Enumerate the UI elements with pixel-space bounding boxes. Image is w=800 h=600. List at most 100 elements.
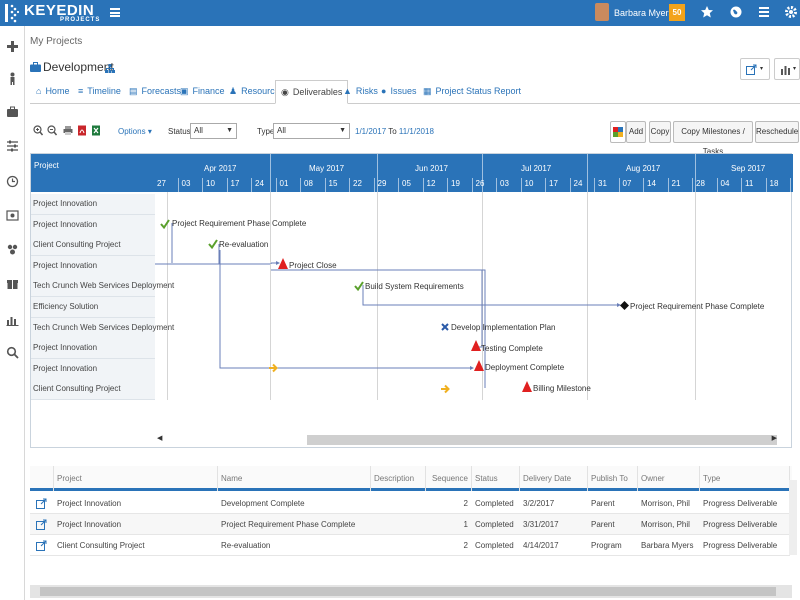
gantt-row-project[interactable]: Tech Crunch Web Services Deployment bbox=[31, 317, 174, 339]
briefcase-icon[interactable] bbox=[6, 105, 19, 118]
notification-badge[interactable]: 50 bbox=[669, 4, 685, 21]
group-icon[interactable] bbox=[6, 243, 19, 256]
week-divider bbox=[692, 178, 693, 192]
clock-icon[interactable] bbox=[6, 175, 19, 188]
globe-icon[interactable] bbox=[729, 5, 743, 19]
status-label: Status bbox=[168, 127, 191, 136]
external-link-icon[interactable] bbox=[36, 498, 47, 509]
menu-toggle-icon[interactable] bbox=[110, 8, 120, 17]
column-header[interactable]: Status bbox=[472, 466, 520, 491]
warning-triangle-icon[interactable] bbox=[474, 360, 484, 371]
date-from-link[interactable]: 1/1/2017 bbox=[355, 127, 387, 136]
gantt-row-project[interactable]: Project Innovation bbox=[31, 194, 155, 215]
color-legend-button[interactable] bbox=[610, 121, 626, 143]
check-icon[interactable] bbox=[354, 281, 364, 291]
warning-triangle-icon[interactable] bbox=[522, 381, 532, 392]
avatar[interactable] bbox=[595, 3, 609, 21]
external-link-icon[interactable] bbox=[36, 540, 47, 551]
tab-risks[interactable]: ▲ Risks bbox=[343, 80, 378, 104]
reports-button[interactable]: ▾ bbox=[774, 58, 800, 80]
star-icon[interactable] bbox=[700, 5, 714, 19]
gantt-row-project[interactable]: Project Innovation bbox=[31, 214, 155, 236]
check-icon[interactable] bbox=[208, 239, 218, 249]
options-dropdown[interactable]: Options ▾ bbox=[118, 127, 152, 136]
date-to-link[interactable]: 11/1/2018 bbox=[398, 127, 434, 136]
month-divider bbox=[695, 154, 696, 192]
tab-deliverables[interactable]: ◉ Deliverables bbox=[275, 80, 349, 104]
gantt-row-project[interactable]: Client Consulting Project bbox=[31, 379, 155, 401]
column-header[interactable]: Project bbox=[54, 466, 218, 491]
column-header[interactable]: Sequence bbox=[426, 466, 472, 491]
logo[interactable]: KEYEDIN PROJECTS bbox=[4, 2, 104, 24]
gantt-horizontal-scrollbar[interactable]: ◀ ▶ bbox=[155, 432, 777, 446]
gantt-row-project[interactable]: Tech Crunch Web Services Deployment bbox=[31, 276, 174, 298]
search-icon[interactable] bbox=[6, 346, 19, 359]
column-header[interactable]: Owner bbox=[638, 466, 700, 491]
gear-icon[interactable] bbox=[784, 5, 798, 19]
zoom-out-icon[interactable] bbox=[47, 125, 57, 136]
reschedule-button[interactable]: Reschedule bbox=[755, 121, 799, 143]
check-icon[interactable] bbox=[160, 219, 170, 229]
gantt-row-project[interactable]: Client Consulting Project bbox=[31, 235, 155, 257]
export-button[interactable]: ▾ bbox=[740, 58, 770, 80]
gantt-row-project[interactable]: Project Innovation bbox=[31, 255, 155, 277]
tab-finance[interactable]: ▣ Finance bbox=[180, 80, 225, 104]
scrollbar-thumb[interactable] bbox=[40, 587, 776, 596]
column-header[interactable]: Delivery Date bbox=[520, 466, 588, 491]
plus-icon[interactable] bbox=[6, 40, 19, 53]
page-horizontal-scrollbar[interactable] bbox=[30, 585, 792, 598]
hierarchy-icon[interactable] bbox=[105, 64, 115, 73]
scroll-left-icon[interactable]: ◀ bbox=[157, 435, 163, 442]
table-vertical-scrollbar[interactable] bbox=[789, 480, 797, 555]
column-header[interactable]: Description bbox=[371, 466, 426, 491]
x-mark-icon[interactable] bbox=[441, 323, 449, 331]
gantt-row-project[interactable]: Efficiency Solution bbox=[31, 297, 155, 318]
top-bar: KEYEDIN PROJECTS Barbara Myers 50 bbox=[0, 0, 800, 26]
cell-sequence: 1 bbox=[463, 520, 468, 529]
milestone-label: Project Requirement Phase Complete bbox=[630, 302, 765, 311]
warning-triangle-icon[interactable] bbox=[278, 258, 288, 269]
arrow-right-icon[interactable] bbox=[440, 384, 450, 394]
scrollbar-thumb[interactable] bbox=[307, 435, 777, 445]
external-link-icon[interactable] bbox=[36, 519, 47, 530]
person-icon[interactable] bbox=[6, 72, 19, 85]
copy-milestones-button[interactable]: Copy Milestones / Tasks bbox=[673, 121, 753, 156]
table-row[interactable]: Project Innovation Development Complete 2 C… bbox=[30, 493, 790, 514]
warning-icon: ▲ bbox=[343, 86, 352, 96]
tab-resource[interactable]: ♟ Resource bbox=[229, 80, 280, 104]
copy-button[interactable]: Copy bbox=[649, 121, 671, 143]
table-row[interactable]: Client Consulting Project Re-evaluation 2 C… bbox=[30, 535, 790, 556]
column-header[interactable]: Name bbox=[218, 466, 371, 491]
list-icon[interactable] bbox=[757, 5, 771, 19]
warning-triangle-icon[interactable] bbox=[471, 340, 481, 351]
scroll-right-icon[interactable]: ▶ bbox=[771, 435, 777, 442]
tab-home[interactable]: ⌂ Home bbox=[36, 80, 69, 104]
zoom-in-icon[interactable] bbox=[33, 125, 43, 136]
excel-icon[interactable] bbox=[91, 125, 101, 136]
tab-forecasts[interactable]: ▤ Forecasts bbox=[129, 80, 181, 104]
breadcrumb[interactable]: My Projects bbox=[30, 36, 83, 47]
diamond-icon[interactable] bbox=[620, 301, 629, 310]
tab-issues[interactable]: ● Issues bbox=[381, 80, 416, 104]
cell-description bbox=[371, 514, 426, 535]
tab-project-status-report[interactable]: ▦ Project Status Report bbox=[423, 80, 521, 104]
status-select[interactable]: All ▼ bbox=[190, 123, 237, 139]
arrow-right-icon[interactable] bbox=[268, 363, 278, 373]
sliders-icon[interactable] bbox=[6, 139, 19, 152]
gantt-row-project[interactable]: Project Innovation bbox=[31, 358, 155, 380]
gift-icon[interactable] bbox=[6, 277, 19, 290]
column-header[interactable]: Publish To bbox=[588, 466, 638, 491]
gantt-row-project[interactable]: Project Innovation bbox=[31, 338, 155, 360]
type-select[interactable]: All ▼ bbox=[273, 123, 350, 139]
pdf-icon[interactable] bbox=[77, 125, 87, 136]
user-name[interactable]: Barbara Myers bbox=[614, 8, 674, 18]
print-icon[interactable] bbox=[63, 125, 73, 136]
table-row[interactable]: Project Innovation Project Requirement Ph… bbox=[30, 514, 790, 535]
dollar-icon[interactable] bbox=[6, 209, 19, 222]
tab-timeline[interactable]: ≡ Timeline bbox=[78, 80, 121, 104]
add-button[interactable]: Add bbox=[626, 121, 646, 143]
milestone-label: Build System Requirements bbox=[365, 282, 464, 291]
dependency-line bbox=[475, 270, 483, 348]
chart-icon[interactable] bbox=[6, 313, 19, 326]
column-header[interactable]: Type bbox=[700, 466, 790, 491]
